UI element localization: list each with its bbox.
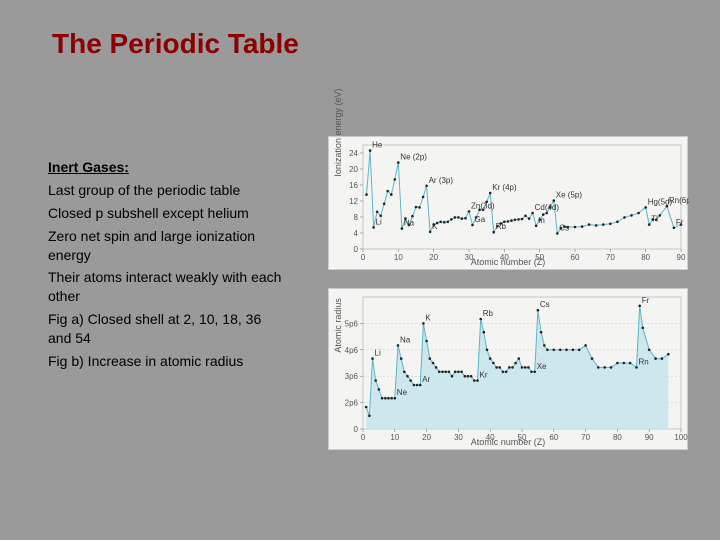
svg-text:16: 16	[349, 181, 358, 190]
svg-text:4p6: 4p6	[345, 346, 359, 355]
ionization-energy-chart: 010203040506070809004812162024HeNe (2p)A…	[328, 136, 688, 270]
bullet-4: Fig a) Closed shell at 2, 10, 18, 36 and…	[48, 310, 288, 348]
svg-text:He: He	[372, 141, 383, 150]
svg-text:Fr: Fr	[676, 218, 684, 227]
svg-text:10: 10	[390, 433, 399, 442]
svg-text:4: 4	[354, 229, 359, 238]
chart-b-xlabel: Atomic number (Z)	[471, 437, 546, 447]
svg-text:K: K	[432, 222, 438, 231]
svg-text:0: 0	[354, 425, 359, 434]
svg-text:90: 90	[645, 433, 654, 442]
page-title: The Periodic Table	[52, 28, 299, 60]
svg-text:100: 100	[674, 433, 688, 442]
bullet-1: Closed p subshell except helium	[48, 204, 288, 223]
svg-text:8: 8	[354, 213, 359, 222]
svg-text:90: 90	[677, 253, 686, 262]
chart-a-ylabel: Ionization energy (eV)	[333, 89, 343, 177]
bullet-3: Their atoms interact weakly with each ot…	[48, 268, 288, 306]
svg-text:Li: Li	[375, 349, 381, 358]
svg-text:2p6: 2p6	[345, 399, 359, 408]
svg-text:60: 60	[571, 253, 580, 262]
svg-text:Rb: Rb	[483, 309, 494, 318]
svg-text:20: 20	[422, 433, 431, 442]
svg-text:Cs: Cs	[559, 223, 569, 232]
svg-text:0: 0	[361, 433, 366, 442]
svg-text:Rb: Rb	[496, 222, 507, 231]
svg-text:70: 70	[581, 433, 590, 442]
chart-a-xlabel: Atomic number (Z)	[471, 257, 546, 267]
svg-text:5p6: 5p6	[345, 319, 359, 328]
bullet-5: Fig b) Increase in atomic radius	[48, 352, 288, 371]
svg-text:Kr: Kr	[480, 371, 488, 380]
chart-b-ylabel: Atomic radius	[333, 298, 343, 353]
bullet-2: Zero net spin and large ionization energ…	[48, 227, 288, 265]
svg-text:60: 60	[549, 433, 558, 442]
svg-text:Ga: Ga	[475, 215, 486, 224]
text-block: Inert Gases: Last group of the periodic …	[48, 158, 288, 375]
svg-text:In: In	[538, 216, 545, 225]
svg-text:Zn(3d): Zn(3d)	[471, 201, 495, 210]
svg-text:20: 20	[429, 253, 438, 262]
svg-text:Na: Na	[404, 219, 415, 228]
svg-text:24: 24	[349, 149, 358, 158]
svg-text:Rn: Rn	[639, 357, 649, 366]
svg-text:3p6: 3p6	[345, 372, 359, 381]
subtitle: Inert Gases:	[48, 158, 288, 177]
svg-text:Cd(4d): Cd(4d)	[535, 203, 560, 212]
svg-text:Tl: Tl	[651, 215, 658, 224]
svg-text:Li: Li	[376, 217, 382, 226]
svg-text:0: 0	[361, 253, 366, 262]
svg-text:Kr (4p): Kr (4p)	[492, 183, 517, 192]
svg-text:Xe (5p): Xe (5p)	[556, 191, 583, 200]
svg-text:12: 12	[349, 197, 358, 206]
svg-text:70: 70	[606, 253, 615, 262]
svg-text:Fr: Fr	[642, 296, 650, 305]
svg-text:Ar (3p): Ar (3p)	[429, 176, 454, 185]
svg-text:80: 80	[613, 433, 622, 442]
atomic-radius-chart: 010203040506070809010002p63p64p65p6LiNaK…	[328, 288, 688, 450]
svg-text:0: 0	[354, 245, 359, 254]
bullet-0: Last group of the periodic table	[48, 181, 288, 200]
svg-text:Na: Na	[400, 335, 411, 344]
svg-text:10: 10	[394, 253, 403, 262]
svg-text:Ne (2p): Ne (2p)	[400, 153, 427, 162]
svg-text:80: 80	[641, 253, 650, 262]
svg-text:Ne: Ne	[397, 388, 408, 397]
svg-text:Ar: Ar	[422, 375, 430, 384]
svg-text:Xe: Xe	[537, 362, 547, 371]
svg-text:20: 20	[349, 165, 358, 174]
svg-text:Rn(6p): Rn(6p)	[669, 196, 689, 205]
svg-text:K: K	[425, 313, 431, 322]
svg-text:Cs: Cs	[540, 300, 550, 309]
svg-text:30: 30	[454, 433, 463, 442]
